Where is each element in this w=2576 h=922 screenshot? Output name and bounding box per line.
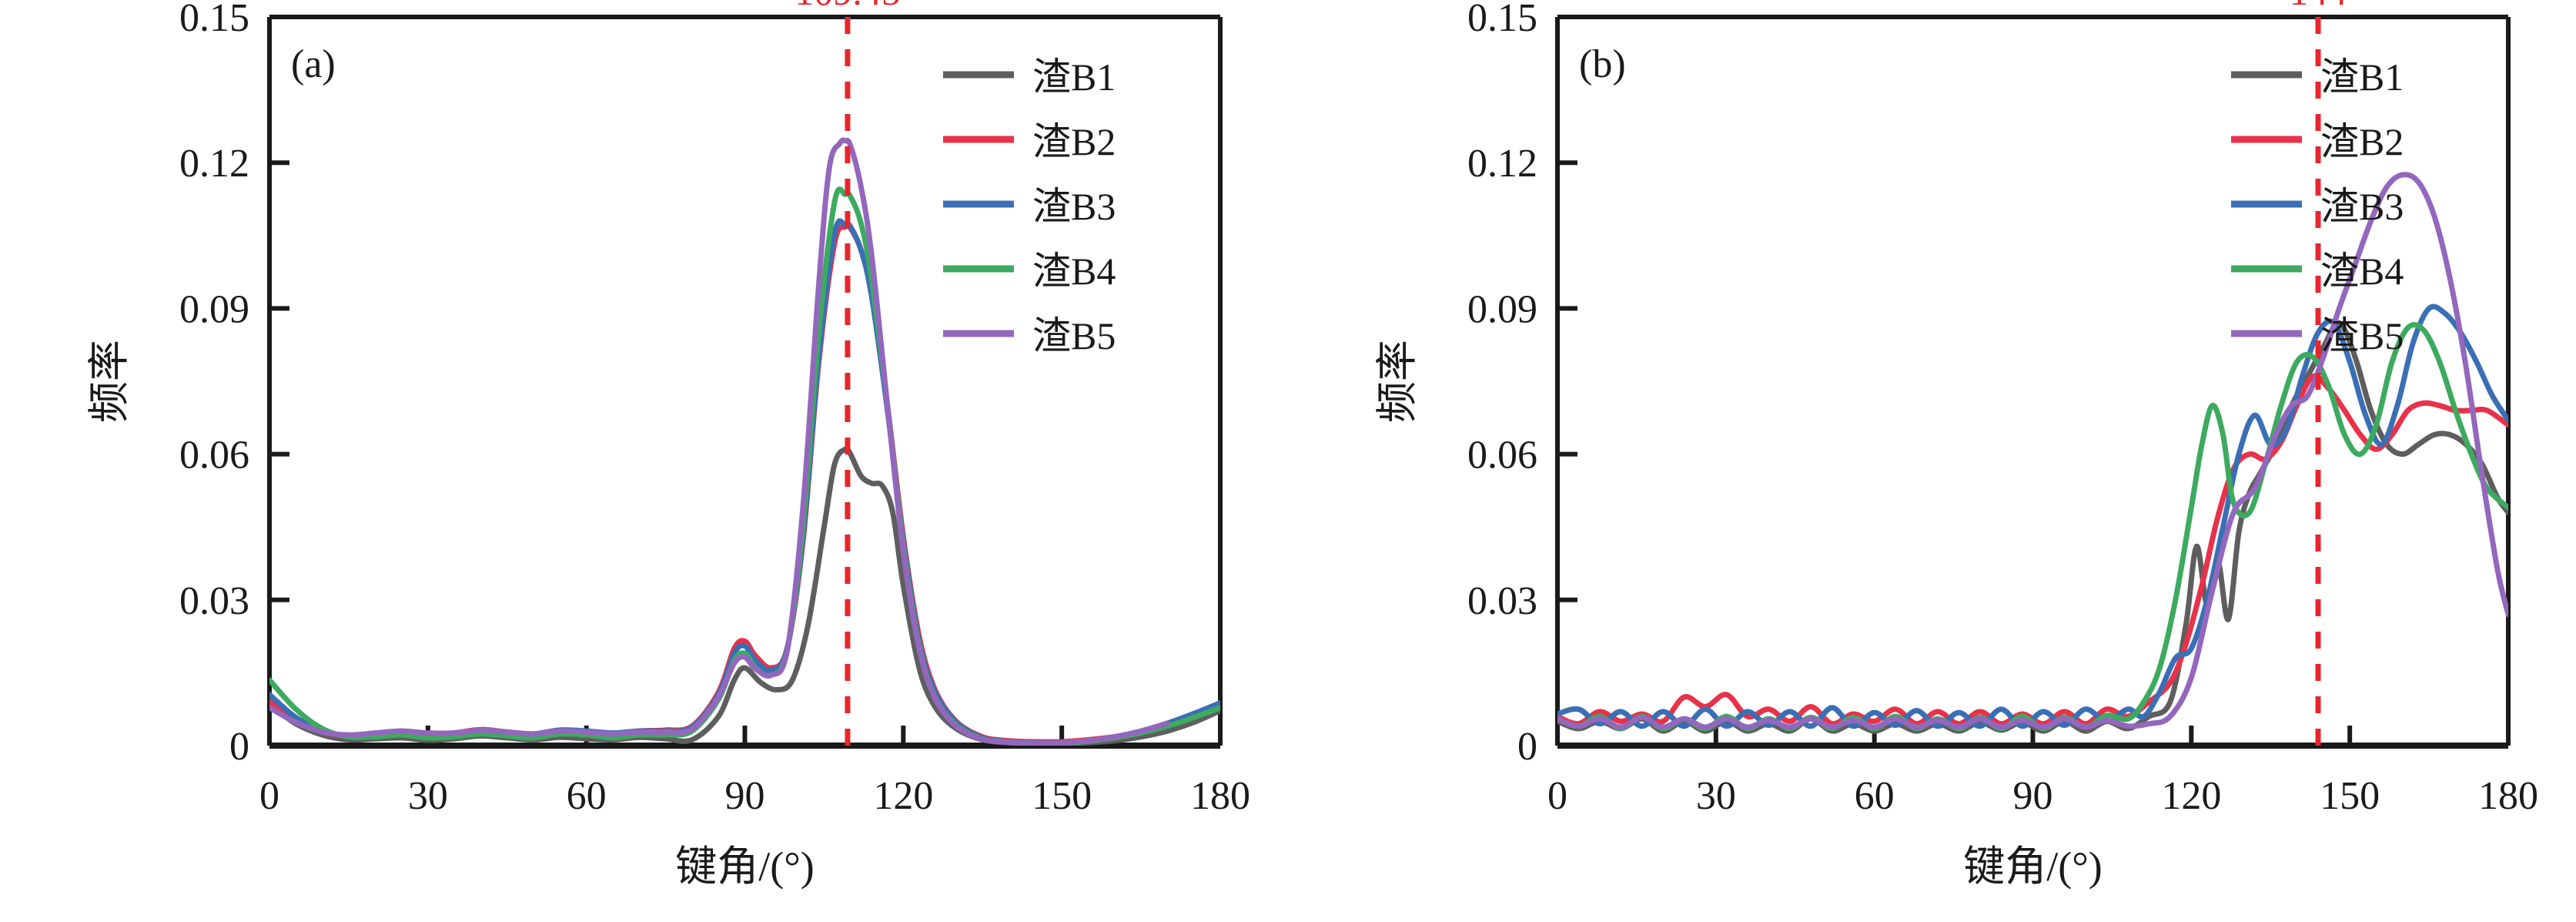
y-tick-label: 0.09 (1467, 287, 1537, 331)
y-tick-label: 0.09 (179, 287, 249, 331)
x-axis-ticks: 0 30 60 90 120 150 180 (1547, 726, 2538, 818)
series-line-渣B3 (269, 218, 1220, 746)
series-line-渣B1 (269, 446, 1220, 746)
x-tick-label: 90 (725, 774, 765, 818)
y-axis-title: 频率 (1374, 340, 1420, 423)
legend-label-渣B5: 渣B5 (1032, 314, 1116, 357)
x-tick-label: 0 (259, 774, 279, 818)
plot-svg-a: 0 0.03 0.06 0.09 0.12 0.15 0 30 60 90 120 150 180 键角/… (86, 0, 1250, 890)
y-axis-ticks: 0 0.03 0.06 0.09 0.12 0.15 (179, 0, 289, 769)
x-tick-label: 60 (567, 774, 607, 818)
series-line-渣B5 (269, 137, 1170, 746)
legend-label-渣B2: 渣B2 (2320, 120, 2404, 163)
panel-tag: (b) (1579, 42, 1626, 86)
y-tick-label: 0.06 (1467, 434, 1537, 478)
legend-label-渣B1: 渣B1 (2320, 55, 2404, 99)
y-tick-label: 0.15 (1467, 0, 1537, 40)
x-tick-label: 150 (2320, 774, 2380, 818)
legend-label-渣B3: 渣B3 (2320, 185, 2404, 228)
x-tick-label: 30 (1696, 774, 1736, 818)
annotation-label: 144 (2290, 0, 2347, 13)
legend-label-渣B3: 渣B3 (1032, 185, 1116, 228)
y-tick-label: 0.12 (179, 142, 249, 186)
series-line-渣B2 (1557, 373, 2508, 727)
legend: 渣B1 渣B2 渣B3 渣B4 渣B5 (2231, 55, 2404, 357)
x-tick-label: 60 (1855, 774, 1895, 818)
annotation-label: 109.45 (795, 0, 901, 13)
x-tick-label: 30 (408, 774, 448, 818)
legend-label-渣B1: 渣B1 (1032, 55, 1116, 99)
x-tick-label: 90 (2013, 774, 2053, 818)
curve-group (1557, 172, 2508, 734)
x-axis-title: 键角/(°) (1963, 843, 2103, 890)
legend: 渣B1 渣B2 渣B3 渣B4 渣B5 (943, 55, 1116, 357)
y-tick-label: 0.15 (179, 0, 249, 40)
y-tick-label: 0.03 (179, 579, 249, 623)
series-line-渣B3 (1557, 303, 2508, 729)
panel-tag: (a) (291, 42, 336, 86)
y-tick-label: 0 (229, 725, 249, 769)
y-tick-label: 0.06 (179, 434, 249, 478)
x-tick-label: 0 (1547, 774, 1567, 818)
chart-panel-a: 0 0.03 0.06 0.09 0.12 0.15 0 30 60 90 120 150 180 键角/… (86, 0, 1250, 890)
x-tick-label: 150 (1032, 774, 1092, 818)
x-tick-label: 120 (873, 774, 933, 818)
x-axis-title: 键角/(°) (675, 843, 815, 890)
legend-label-渣B2: 渣B2 (1032, 120, 1116, 163)
series-line-渣B1 (1557, 320, 2508, 734)
legend-label-渣B4: 渣B4 (1032, 250, 1116, 293)
y-axis-ticks: 0 0.03 0.06 0.09 0.12 0.15 (1467, 0, 1577, 769)
curve-group (269, 137, 1220, 746)
y-tick-label: 0.12 (1467, 142, 1537, 186)
y-axis-title: 频率 (86, 340, 132, 423)
x-tick-label: 180 (2478, 774, 2538, 818)
legend-label-渣B4: 渣B4 (2320, 250, 2404, 293)
series-line-渣B2 (269, 222, 1220, 745)
y-tick-label: 0.03 (1467, 579, 1537, 623)
chart-panel-b: 0 0.03 0.06 0.09 0.12 0.15 0 30 60 90 120 150 180 键角/… (1288, 0, 2576, 922)
y-tick-label: 0 (1517, 725, 1537, 769)
legend-label-渣B5: 渣B5 (2320, 314, 2404, 357)
x-tick-label: 180 (1190, 774, 1250, 818)
x-tick-label: 120 (2161, 774, 2221, 818)
series-line-渣B5 (1557, 172, 2508, 730)
plot-svg-b: 0 0.03 0.06 0.09 0.12 0.15 0 30 60 90 120 150 180 键角/… (1374, 0, 2538, 890)
